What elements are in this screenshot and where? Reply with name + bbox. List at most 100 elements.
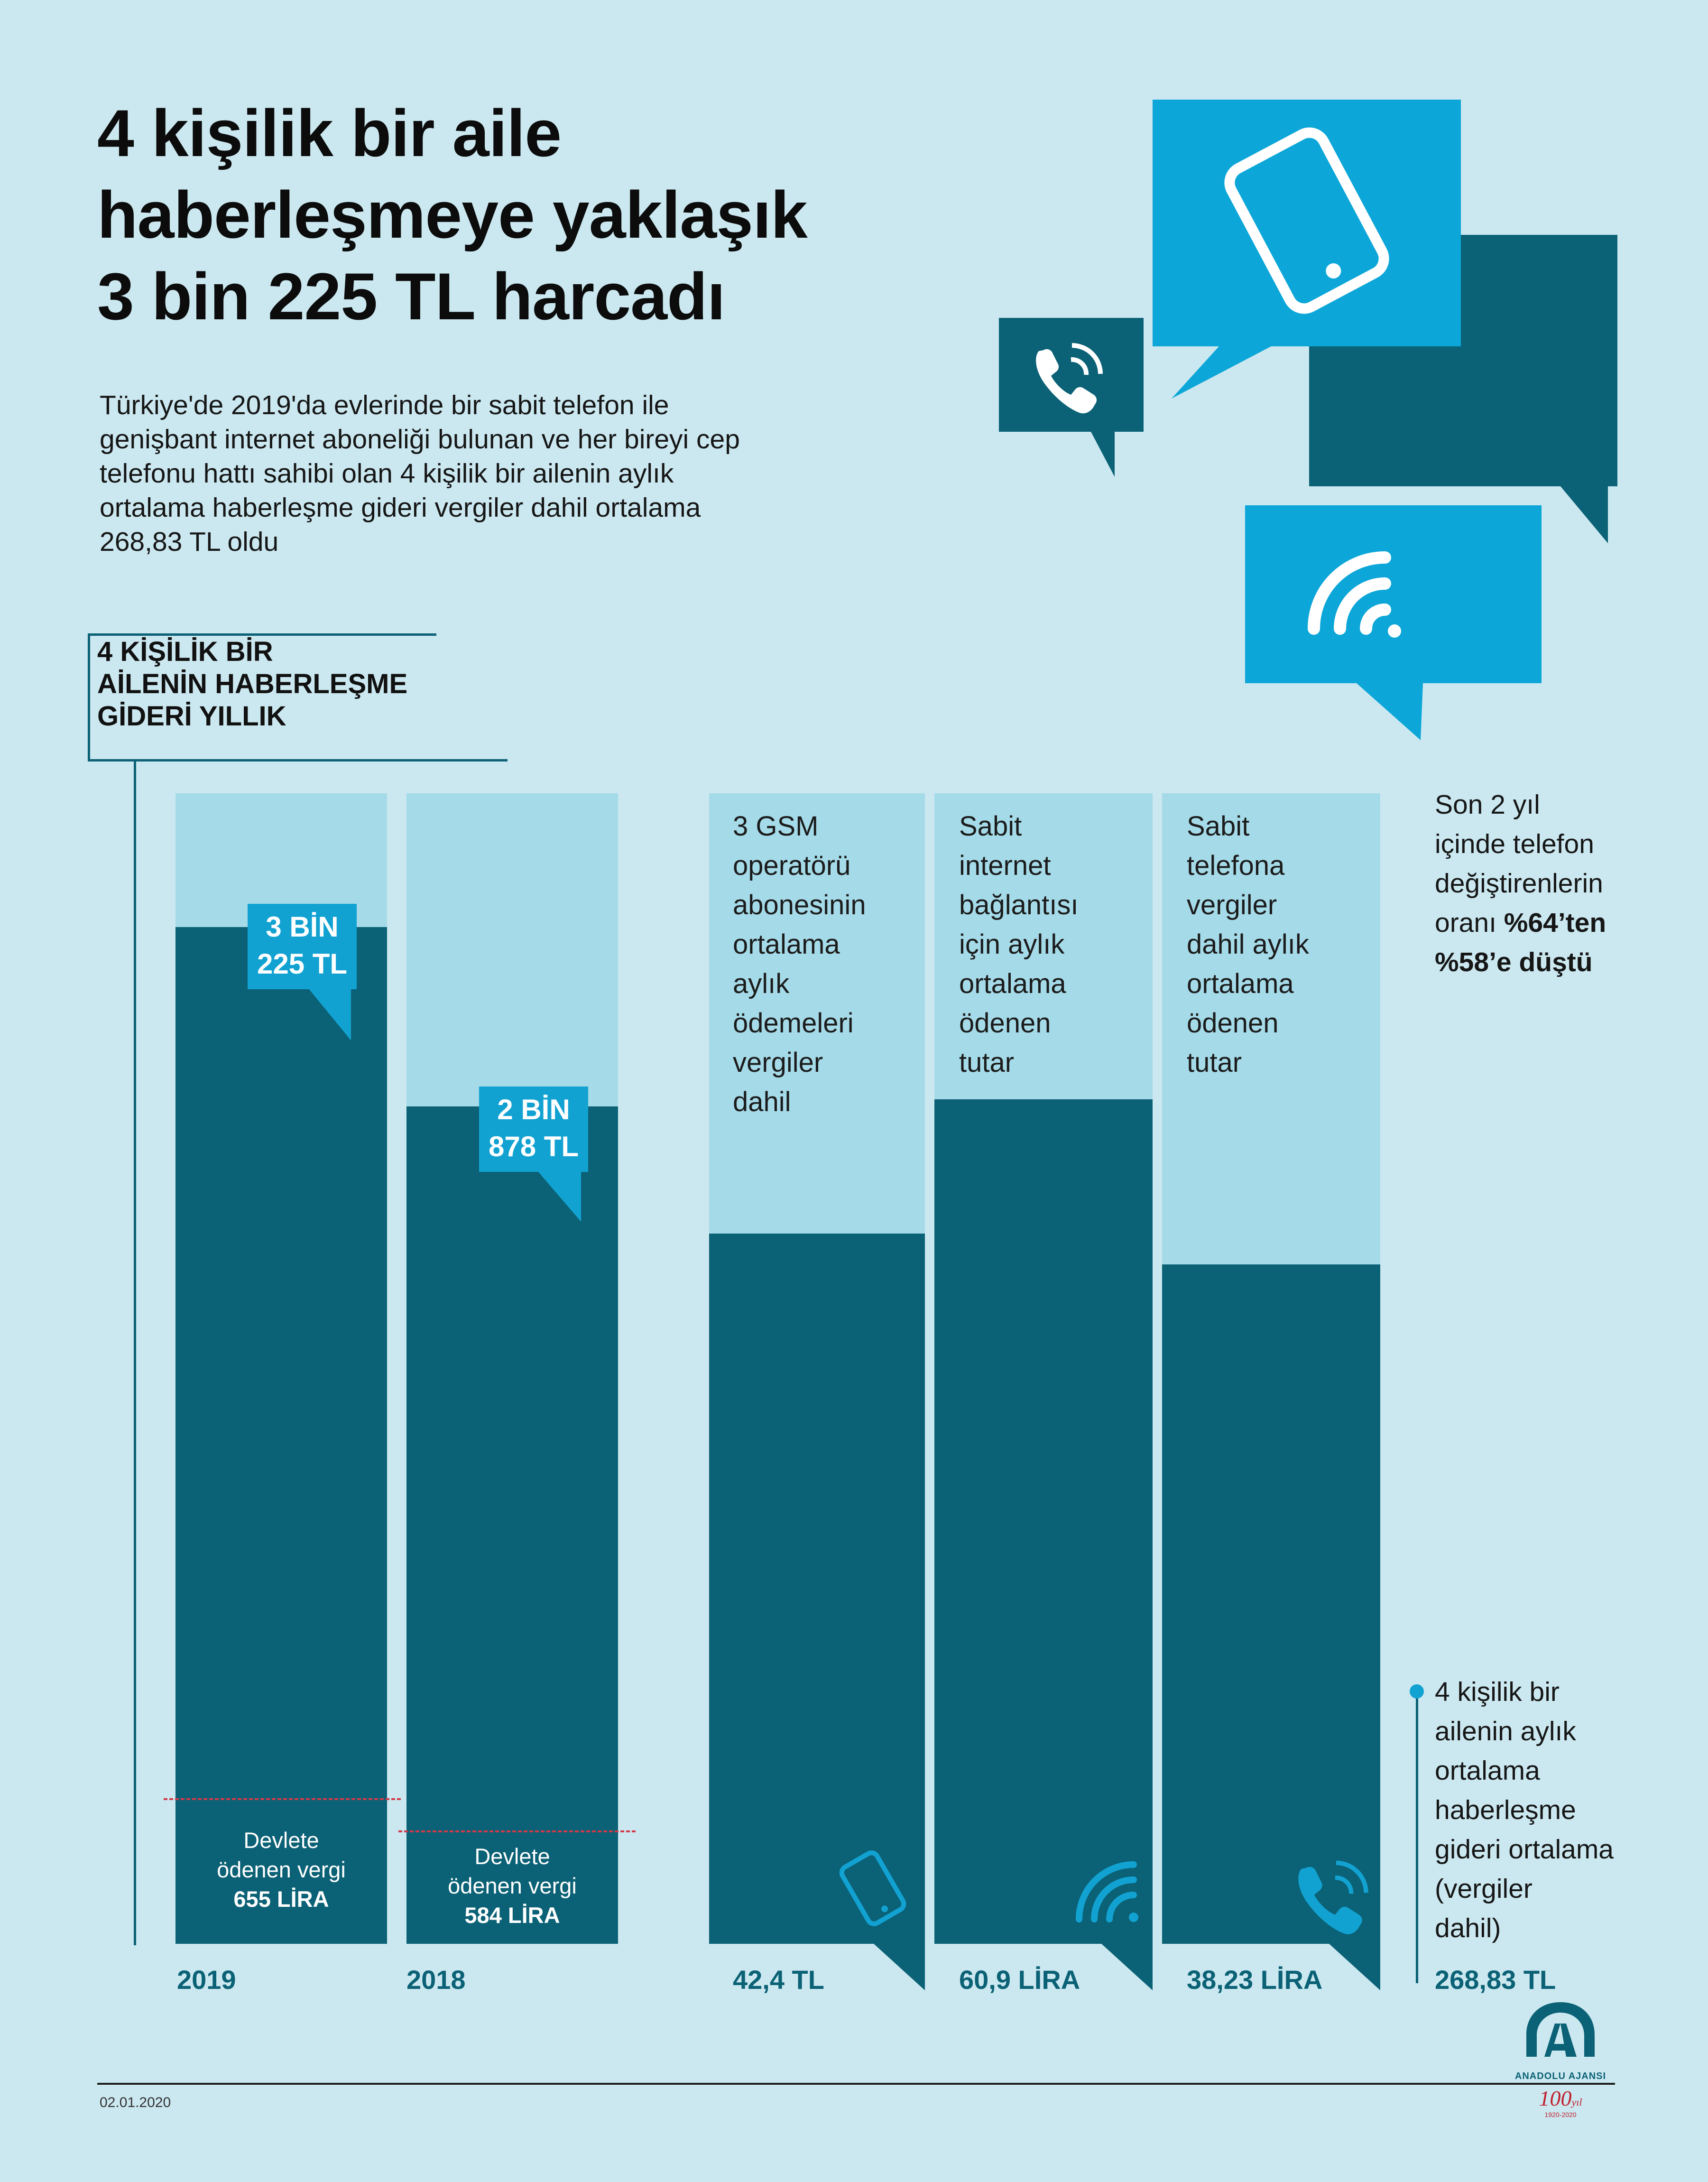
value-landline: 38,23 LİRA	[1187, 1965, 1323, 1995]
bar-gsm-text: 3 GSM operatörü abonesinin ortalama aylı…	[733, 807, 866, 1122]
bar-internet-fill	[934, 1099, 1153, 1944]
anniversary-number: 100	[1539, 2086, 1572, 2110]
smartphone-icon	[839, 1850, 906, 1926]
phone-change-line: değiştirenlerin	[1435, 868, 1603, 899]
callout-2019-line1: 3 BİN	[266, 911, 339, 943]
bar-landline	[1162, 793, 1380, 1944]
agency-logo-icon	[1526, 2002, 1595, 2057]
phone-change-line: Son 2 yıl	[1435, 789, 1540, 820]
callout-2019-line2: 225 TL	[257, 948, 348, 980]
logo: ANADOLU AJANSI 100yıl 1920-2020	[1513, 1997, 1608, 2140]
bar-internet-line: tutar	[959, 1047, 1015, 1078]
avg-note-line: gideri ortalama	[1435, 1834, 1614, 1865]
bar-gsm-tail	[873, 1943, 925, 1990]
section-rule-left	[88, 636, 90, 761]
avg-note-line: haberleşme	[1435, 1795, 1576, 1825]
bar-internet-line: ödenen	[959, 1008, 1051, 1039]
wifi-icon	[1308, 551, 1401, 638]
footer-rule	[97, 2083, 1615, 2085]
value-internet: 60,9 LİRA	[959, 1965, 1080, 1995]
tax-2018-line2: ödenen vergi	[448, 1873, 577, 1898]
avg-note-line: ailenin aylık	[1435, 1716, 1576, 1746]
title-line-3: 3 bin 225 TL harcadı	[97, 259, 725, 334]
tax-line-2019	[164, 1798, 401, 1800]
callout-2019-tail	[308, 988, 351, 1040]
intro-line: ortalama haberleşme gideri vergiler dahi…	[100, 492, 701, 523]
avg-bullet	[1410, 1684, 1424, 1699]
bar-landline-line: tutar	[1187, 1047, 1242, 1078]
avg-note: 4 kişilik bir ailenin aylık ortalama hab…	[1435, 1672, 1700, 1948]
wifi-bubble	[1245, 505, 1542, 740]
smartphone-icon	[1224, 127, 1389, 314]
bar-landline-line: dahil aylık	[1187, 929, 1309, 960]
wifi-icon	[1076, 1861, 1138, 1922]
section-label-line: GİDERİ YILLIK	[97, 701, 286, 732]
bar-internet-line: ortalama	[959, 968, 1066, 999]
tax-2019-line2: ödenen vergi	[217, 1857, 346, 1882]
callout-2018-line1: 2 BİN	[497, 1094, 570, 1125]
bar-gsm-fill	[709, 1234, 925, 1944]
year-label-2019: 2019	[177, 1965, 236, 1995]
publish-date: 02.01.2020	[100, 2095, 171, 2110]
intro-line: Türkiye'de 2019'da evlerinde bir sabit t…	[100, 390, 669, 420]
bar-gsm-line: 3 GSM	[733, 811, 819, 842]
avg-note-line: ortalama	[1435, 1755, 1540, 1786]
bar-gsm-line: ödemeleri	[733, 1008, 854, 1039]
bar-gsm-line: vergiler	[733, 1047, 823, 1078]
value-avg: 268,83 TL	[1435, 1965, 1556, 1995]
bar-2018	[406, 793, 618, 1944]
tax-2019: Devlete ödenen vergi 655 LİRA	[175, 1826, 387, 1914]
bar-internet-tail	[1100, 1943, 1153, 1990]
smartphone-bubble	[1153, 100, 1461, 399]
bar-internet-line: bağlantısı	[959, 890, 1079, 920]
handset-bubble	[999, 318, 1144, 477]
section-label-line: 4 KİŞİLİK BİR	[97, 636, 273, 667]
bar-landline-line: telefona	[1187, 850, 1285, 881]
phone-change-note: Son 2 yıl içinde telefon değiştirenlerin…	[1435, 785, 1700, 982]
page-title: 4 kişilik bir aile haberleşmeye yaklaşık…	[97, 93, 1022, 337]
bar-2018-fill	[406, 1106, 618, 1944]
bar-internet	[934, 793, 1153, 1944]
phone-change-line: oranı %64’ten	[1435, 903, 1700, 943]
bar-gsm	[709, 793, 925, 1944]
callout-2019: 3 BİN 225 TL	[248, 904, 357, 989]
avg-note-line: dahil)	[1435, 1913, 1501, 1943]
avg-note-line: (vergiler	[1435, 1874, 1533, 1904]
bar-gsm-line: aylık	[733, 968, 790, 999]
intro-line: genişbant internet aboneliği bulunan ve …	[100, 424, 740, 455]
bar-landline-line: ortalama	[1187, 968, 1294, 999]
tax-2018-value: 584 LİRA	[464, 1903, 560, 1928]
intro-line: telefonu hattı sahibi olan 4 kişilik bir…	[100, 458, 674, 489]
year-label-2018: 2018	[406, 1965, 466, 1995]
tax-line-2018	[398, 1830, 636, 1832]
anniversary-years: 1920-2020	[1544, 2111, 1577, 2118]
bar-landline-text: Sabit telefona vergiler dahil aylık orta…	[1187, 807, 1309, 1082]
title-line-1: 4 kişilik bir aile	[97, 96, 562, 170]
bar-internet-text: Sabit internet bağlantısı için aylık ort…	[959, 807, 1079, 1082]
phone-change-from: %64’ten	[1504, 908, 1606, 938]
agency-name: ANADOLU AJANSI	[1514, 2071, 1606, 2081]
value-gsm: 42,4 TL	[733, 1965, 824, 1995]
intro-paragraph: Türkiye'de 2019'da evlerinde bir sabit t…	[100, 388, 915, 559]
bar-gsm-line: dahil	[733, 1086, 791, 1117]
phone-change-to: %58’e düştü	[1435, 947, 1593, 977]
bar-internet-line: için aylık	[959, 929, 1065, 960]
bar-landline-tail	[1328, 1943, 1380, 1990]
bar-gsm-line: abonesinin	[733, 890, 866, 920]
phone-icon	[1036, 343, 1103, 414]
callout-2018: 2 BİN 878 TL	[479, 1086, 588, 1172]
bar-internet-line: internet	[959, 850, 1051, 881]
bar-2019-fill	[175, 927, 387, 1944]
callout-2018-line2: 878 TL	[488, 1131, 579, 1162]
communication-bubbles-graphic	[999, 100, 1617, 740]
intro-line: 268,83 TL oldu	[100, 527, 279, 557]
tax-2019-value: 655 LİRA	[233, 1886, 329, 1912]
bar-internet-line: Sabit	[959, 811, 1022, 842]
section-label-line: AİLENİN HABERLEŞME	[97, 669, 408, 699]
avg-rule	[1416, 1691, 1418, 1983]
tax-2019-line1: Devlete	[243, 1828, 319, 1853]
tax-2018: Devlete ödenen vergi 584 LİRA	[406, 1842, 618, 1930]
tax-2018-line1: Devlete	[474, 1844, 550, 1869]
bar-gsm-line: ortalama	[733, 929, 840, 960]
bar-landline-line: ödenen	[1187, 1008, 1279, 1039]
